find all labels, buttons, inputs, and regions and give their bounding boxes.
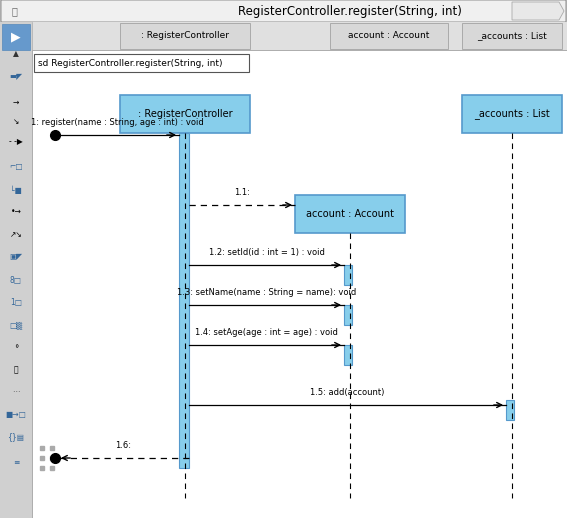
Text: └■: └■ — [10, 185, 22, 194]
Text: 🔗: 🔗 — [11, 6, 17, 16]
Text: : RegisterController: : RegisterController — [138, 109, 232, 119]
FancyBboxPatch shape — [462, 95, 562, 133]
FancyBboxPatch shape — [1, 0, 566, 22]
Bar — [344, 265, 352, 285]
FancyBboxPatch shape — [462, 23, 562, 49]
FancyBboxPatch shape — [120, 23, 250, 49]
Text: _accounts : List: _accounts : List — [477, 32, 547, 40]
Text: ⚬: ⚬ — [13, 342, 19, 352]
Text: - -▶: - -▶ — [9, 137, 23, 147]
Text: ▶: ▶ — [11, 31, 21, 44]
Text: {}▤: {}▤ — [7, 433, 24, 441]
Text: ■→□: ■→□ — [6, 410, 27, 420]
Text: 1.1:: 1.1: — [234, 188, 250, 197]
Bar — [179, 133, 189, 468]
Text: ↘: ↘ — [13, 118, 19, 126]
Text: sd RegisterController.register(String, int): sd RegisterController.register(String, i… — [38, 59, 222, 67]
Text: 8□: 8□ — [10, 276, 22, 284]
Bar — [32, 22, 567, 50]
Text: ≡: ≡ — [13, 457, 19, 467]
Text: 1.5: add(account): 1.5: add(account) — [310, 388, 384, 397]
FancyBboxPatch shape — [34, 54, 249, 72]
Text: ▬◤: ▬◤ — [10, 73, 23, 81]
Bar — [344, 305, 352, 325]
Text: •→: •→ — [11, 208, 22, 217]
Bar — [344, 345, 352, 365]
Text: ⌒: ⌒ — [14, 366, 18, 375]
FancyBboxPatch shape — [120, 95, 250, 133]
Text: ↗↘: ↗↘ — [10, 231, 22, 239]
Text: RegisterController.register(String, int): RegisterController.register(String, int) — [238, 5, 462, 18]
Text: 1□: 1□ — [10, 297, 22, 307]
Text: 1.6:: 1.6: — [116, 441, 132, 450]
Text: 1: register(name : String, age : int) : void: 1: register(name : String, age : int) : … — [31, 118, 204, 127]
Text: 1.4: setAge(age : int = age) : void: 1.4: setAge(age : int = age) : void — [195, 328, 338, 337]
Bar — [506, 400, 514, 420]
Bar — [0, 22, 32, 518]
Text: _accounts : List: _accounts : List — [474, 109, 550, 120]
FancyBboxPatch shape — [2, 24, 30, 50]
Polygon shape — [512, 2, 564, 20]
Text: 1.2: setId(id : int = 1) : void: 1.2: setId(id : int = 1) : void — [209, 248, 324, 257]
Text: ⌐□: ⌐□ — [9, 163, 23, 171]
Text: 1.3: setName(name : String = name): void: 1.3: setName(name : String = name): void — [177, 288, 356, 297]
Text: ⋯: ⋯ — [12, 387, 20, 396]
Text: ▲: ▲ — [13, 50, 19, 59]
Text: : RegisterController: : RegisterController — [141, 32, 229, 40]
Text: □▒: □▒ — [10, 321, 23, 329]
Text: account : Account: account : Account — [306, 209, 394, 219]
Text: account : Account: account : Account — [348, 32, 430, 40]
FancyBboxPatch shape — [295, 195, 405, 233]
Text: →: → — [13, 97, 19, 107]
Text: ▣◤: ▣◤ — [10, 252, 23, 262]
FancyBboxPatch shape — [330, 23, 448, 49]
